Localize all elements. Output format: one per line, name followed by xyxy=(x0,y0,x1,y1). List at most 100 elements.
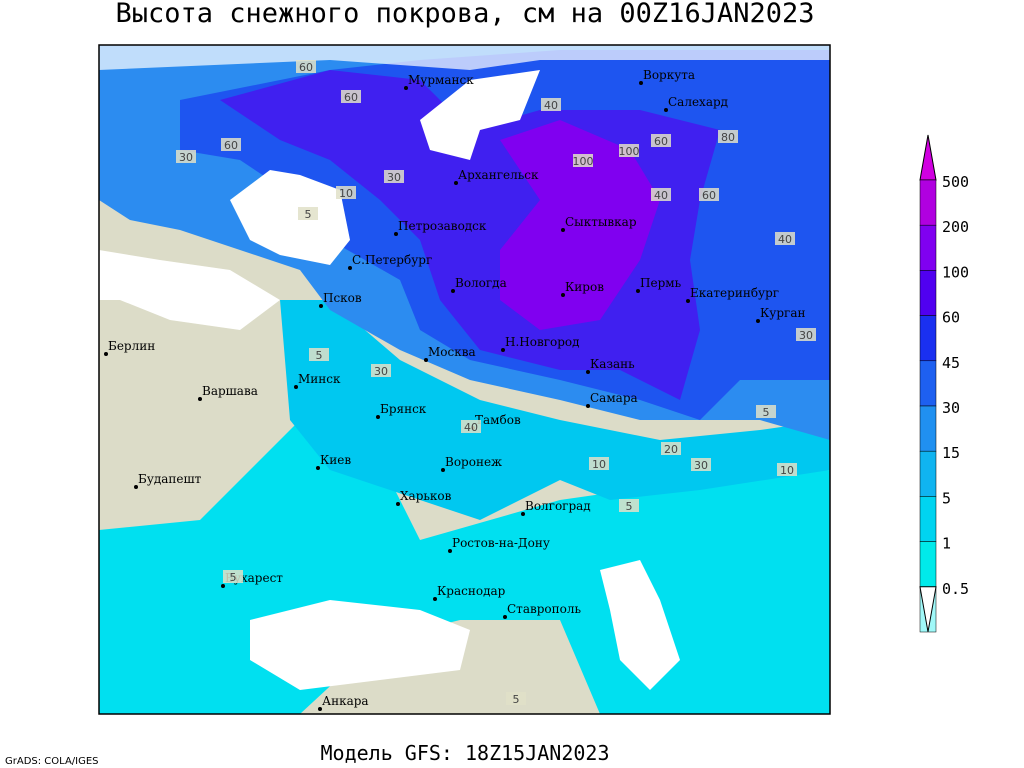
contour-label-box xyxy=(756,405,776,418)
colorbar: 500 200 100 60 45 30 15 5 1 0.5 xyxy=(919,134,969,633)
contour-label-box xyxy=(541,98,561,111)
city-dot xyxy=(319,304,323,308)
city-label: Воронеж xyxy=(445,455,502,469)
colorbar-bottom xyxy=(919,586,937,632)
contour-label: 30 xyxy=(179,151,193,164)
city-dot xyxy=(586,370,590,374)
colorbar-band xyxy=(919,450,937,497)
contour-label: 60 xyxy=(702,189,716,202)
contour-label-box xyxy=(651,134,671,147)
city-label: Архангельск xyxy=(458,168,539,182)
colorbar-label: 200 xyxy=(942,218,969,236)
contour-label: 10 xyxy=(339,187,353,200)
contour-label: 100 xyxy=(619,145,640,158)
colorbar-label: 45 xyxy=(942,354,960,372)
colorbar-label: 500 xyxy=(942,173,969,191)
contour-label: 5 xyxy=(763,406,770,419)
city-dot xyxy=(639,81,643,85)
contour-label: 30 xyxy=(374,365,388,378)
model-label: Модель GFS: 18Z15JAN2023 xyxy=(321,741,610,765)
colorbar-band xyxy=(919,315,937,362)
contour-label-box xyxy=(619,499,639,512)
title: Высота снежного покрова, см на 00Z16JAN2… xyxy=(116,0,815,29)
city-dot xyxy=(376,415,380,419)
city-label: Киев xyxy=(320,453,351,467)
colorbar-label: 30 xyxy=(942,399,960,417)
colorbar-band xyxy=(919,224,937,271)
contour-label: 60 xyxy=(299,61,313,74)
city-label: Анкара xyxy=(322,694,369,708)
city-dot xyxy=(756,319,760,323)
city-label: Брянск xyxy=(380,402,427,416)
colorbar-top xyxy=(919,134,937,181)
city-dot xyxy=(503,615,507,619)
city-dot xyxy=(561,228,565,232)
contour-label-box xyxy=(777,463,797,476)
city-label: Волгоград xyxy=(525,499,591,513)
city-label: Екатеринбург xyxy=(690,286,779,300)
city-dot xyxy=(396,502,400,506)
contour-label-box xyxy=(336,186,356,199)
contour-label-box xyxy=(461,420,481,433)
contour-label-box xyxy=(796,328,816,341)
contour-label: 100 xyxy=(573,155,594,168)
city-label: Пермь xyxy=(640,276,682,290)
credit: GrADS: COLA/IGES xyxy=(5,756,99,767)
map-frame xyxy=(98,44,831,715)
city-label: Варшава xyxy=(202,384,258,398)
contour-label-box xyxy=(223,570,243,583)
contour-label-box xyxy=(619,144,639,157)
map xyxy=(99,45,830,714)
contour-label-box xyxy=(221,138,241,151)
city-dot xyxy=(294,385,298,389)
colorbar-label: 0.5 xyxy=(942,580,969,598)
city-dot xyxy=(198,397,202,401)
city-dot xyxy=(501,348,505,352)
contour-label-box xyxy=(296,60,316,73)
city-label: Сыктывкар xyxy=(565,215,637,229)
contour-label: 5 xyxy=(230,571,237,584)
contour-label: 40 xyxy=(464,421,478,434)
contour-label: 40 xyxy=(778,233,792,246)
colorbar-band xyxy=(919,405,937,452)
city-label: Псков xyxy=(323,291,362,305)
city-dot xyxy=(104,352,108,356)
city-label: Казань xyxy=(590,357,635,371)
city-label: Ставрополь xyxy=(507,602,581,616)
city-label: Будапешт xyxy=(138,472,202,486)
city-label: Ростов-на-Дону xyxy=(452,536,550,550)
city-label: Петрозаводск xyxy=(398,219,487,233)
contour-label-box xyxy=(309,348,329,361)
city-label: Тамбов xyxy=(475,413,521,427)
contour-label: 5 xyxy=(316,349,323,362)
colorbar-band xyxy=(919,541,937,588)
contour-label: 10 xyxy=(780,464,794,477)
contour-label: 80 xyxy=(721,131,735,144)
city-dot xyxy=(134,485,138,489)
city-dot xyxy=(454,181,458,185)
city-label: Берлин xyxy=(108,339,155,353)
city-label: Н.Новгород xyxy=(505,335,580,349)
contour-label: 20 xyxy=(664,443,678,456)
contour-label-box xyxy=(506,692,526,705)
city-label: Мурманск xyxy=(408,73,474,87)
city-label: Краснодар xyxy=(437,584,506,598)
contour-label: 5 xyxy=(626,500,633,513)
contour-label-box xyxy=(176,150,196,163)
contour-label: 30 xyxy=(694,459,708,472)
city-labels: Мурманск Воркута Салехард Архангельск Сыктыв… xyxy=(104,68,805,711)
city-dot xyxy=(451,289,455,293)
contour-label-box xyxy=(573,154,593,167)
contour-label: 5 xyxy=(513,693,520,706)
city-dot xyxy=(404,86,408,90)
contour-label-box xyxy=(661,442,681,455)
colorbar-label: 100 xyxy=(942,263,969,281)
contour-label-box xyxy=(775,232,795,245)
city-dot xyxy=(394,232,398,236)
colorbar-label: 1 xyxy=(942,535,951,553)
contour-label: 60 xyxy=(654,135,668,148)
contour-label: 5 xyxy=(305,208,312,221)
city-dot xyxy=(636,289,640,293)
contour-label-box xyxy=(718,130,738,143)
